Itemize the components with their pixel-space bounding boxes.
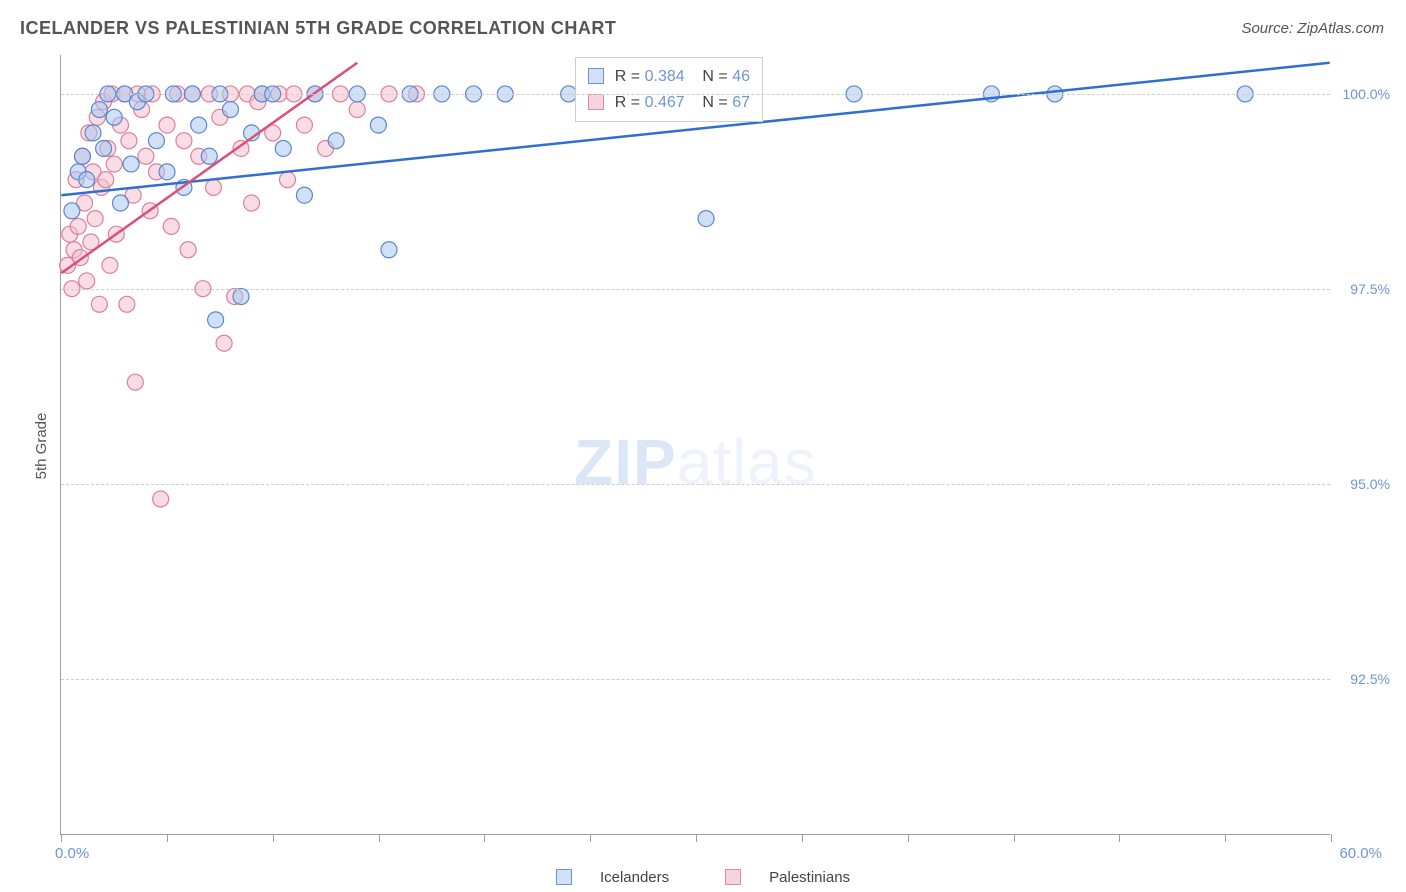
- data-point: [176, 133, 192, 149]
- data-point: [138, 148, 154, 164]
- data-point: [64, 203, 80, 219]
- data-point: [106, 156, 122, 172]
- data-point: [381, 242, 397, 258]
- legend-label: Icelanders: [600, 869, 669, 886]
- data-point: [121, 133, 137, 149]
- legend-swatch: [588, 94, 604, 110]
- x-tick: [1119, 834, 1120, 842]
- data-point: [102, 257, 118, 273]
- chart-svg: [61, 55, 1330, 834]
- r-label: R =: [615, 68, 640, 85]
- data-point: [296, 117, 312, 133]
- gridline: [61, 289, 1330, 290]
- n-value: 67: [732, 94, 750, 111]
- x-tick: [1225, 834, 1226, 842]
- legend-swatch: [725, 869, 741, 885]
- data-point: [280, 172, 296, 188]
- data-point: [698, 211, 714, 227]
- n-label: N =: [702, 68, 727, 85]
- legend-row: R = 0.384 N = 46: [588, 64, 750, 90]
- y-tick-label: 95.0%: [1350, 476, 1390, 492]
- x-tick: [273, 834, 274, 842]
- x-tick: [167, 834, 168, 842]
- n-value: 46: [732, 68, 750, 85]
- data-point: [216, 335, 232, 351]
- data-point: [79, 172, 95, 188]
- data-point: [123, 156, 139, 172]
- series-legend: Icelanders Palestinians: [0, 869, 1406, 886]
- x-tick: [379, 834, 380, 842]
- plot-area: ZIPatlas R = 0.384 N = 46 R = 0.467 N = …: [60, 55, 1330, 835]
- data-point: [98, 172, 114, 188]
- chart-title: ICELANDER VS PALESTINIAN 5TH GRADE CORRE…: [20, 18, 616, 39]
- y-tick-label: 92.5%: [1350, 671, 1390, 687]
- data-point: [153, 491, 169, 507]
- data-point: [127, 374, 143, 390]
- data-point: [148, 133, 164, 149]
- x-tick: [1014, 834, 1015, 842]
- data-point: [328, 133, 344, 149]
- data-point: [119, 296, 135, 312]
- x-tick: [484, 834, 485, 842]
- data-point: [370, 117, 386, 133]
- data-point: [79, 273, 95, 289]
- source-citation: Source: ZipAtlas.com: [1241, 20, 1384, 37]
- legend-item: Icelanders: [542, 869, 683, 886]
- r-label: R =: [615, 94, 640, 111]
- data-point: [208, 312, 224, 328]
- data-point: [70, 218, 86, 234]
- r-value: 0.467: [645, 94, 685, 111]
- r-value: 0.384: [645, 68, 685, 85]
- data-point: [159, 164, 175, 180]
- data-point: [96, 140, 112, 156]
- gridline: [61, 94, 1330, 95]
- data-point: [349, 102, 365, 118]
- x-tick: [61, 834, 62, 842]
- legend-swatch: [556, 869, 572, 885]
- data-point: [244, 195, 260, 211]
- x-tick: [696, 834, 697, 842]
- x-tick: [802, 834, 803, 842]
- y-tick-label: 97.5%: [1350, 281, 1390, 297]
- data-point: [233, 289, 249, 305]
- n-label: N =: [702, 94, 727, 111]
- x-tick: [590, 834, 591, 842]
- legend-label: Palestinians: [769, 869, 850, 886]
- legend-swatch: [588, 68, 604, 84]
- data-point: [91, 296, 107, 312]
- correlation-legend: R = 0.384 N = 46 R = 0.467 N = 67: [575, 57, 763, 122]
- x-axis-max-label: 60.0%: [1339, 845, 1382, 862]
- y-axis-label: 5th Grade: [33, 413, 50, 480]
- x-tick: [908, 834, 909, 842]
- gridline: [61, 484, 1330, 485]
- y-tick-label: 100.0%: [1343, 86, 1390, 102]
- data-point: [296, 187, 312, 203]
- gridline: [61, 679, 1330, 680]
- data-point: [113, 195, 129, 211]
- x-axis-min-label: 0.0%: [55, 845, 89, 862]
- x-tick: [1331, 834, 1332, 842]
- data-point: [201, 148, 217, 164]
- data-point: [191, 117, 207, 133]
- data-point: [206, 179, 222, 195]
- data-point: [106, 109, 122, 125]
- data-point: [180, 242, 196, 258]
- chart-container: ICELANDER VS PALESTINIAN 5TH GRADE CORRE…: [0, 0, 1406, 892]
- data-point: [91, 102, 107, 118]
- data-point: [163, 218, 179, 234]
- data-point: [85, 125, 101, 141]
- data-point: [159, 117, 175, 133]
- data-point: [222, 102, 238, 118]
- data-point: [87, 211, 103, 227]
- data-point: [74, 148, 90, 164]
- data-point: [275, 140, 291, 156]
- legend-item: Palestinians: [711, 869, 864, 886]
